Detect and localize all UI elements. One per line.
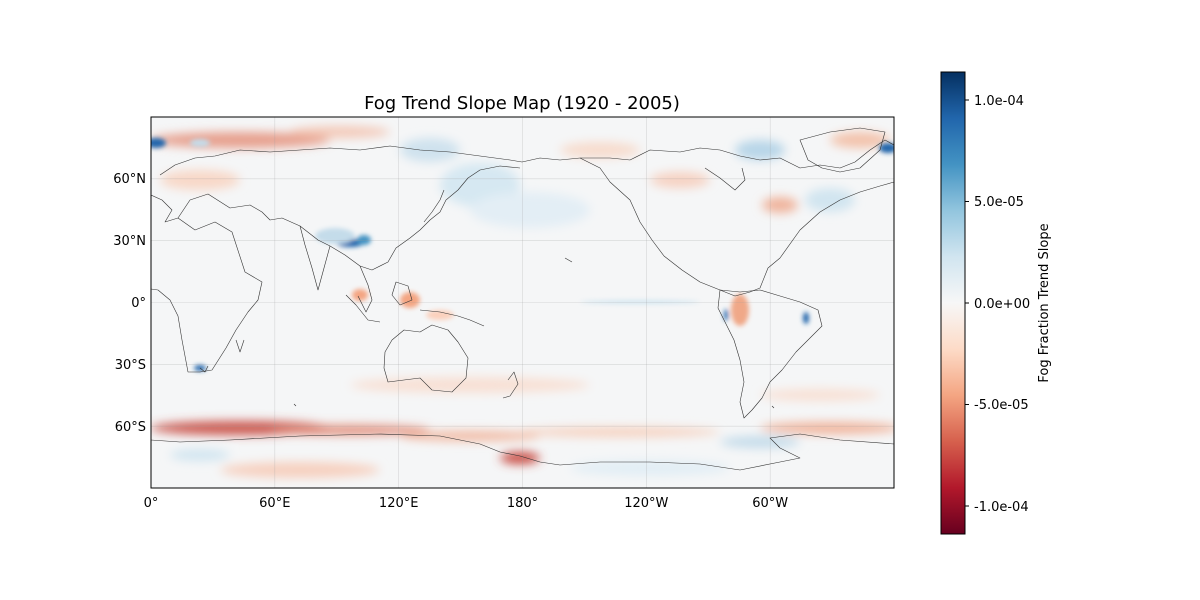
lon-tick-label: 60°W <box>752 496 788 511</box>
colorbar-tick-label: 5.0e-05 <box>974 195 1024 210</box>
lat-tick-label: 30°S <box>115 358 146 373</box>
colorbar-gradient <box>940 71 966 535</box>
lon-tick-label: 120°W <box>624 496 668 511</box>
colorbar-ticks <box>965 99 969 507</box>
latitude-tick-labels: 60°N 30°N 0° 30°S 60°S <box>113 172 146 435</box>
gridlines <box>151 117 894 488</box>
lon-tick-label: 60°E <box>259 496 290 511</box>
trend-field <box>151 117 894 488</box>
lat-tick-label: 30°N <box>113 234 146 249</box>
lat-tick-label: 0° <box>131 296 146 311</box>
longitude-tick-labels: 0° 60°E 120°E 180° 120°W 60°W <box>144 496 789 511</box>
map-title: Fog Trend Slope Map (1920 - 2005) <box>364 93 680 114</box>
coastlines <box>151 127 894 471</box>
lon-tick-label: 120°E <box>379 496 419 511</box>
lon-tick-label: 0° <box>144 496 159 511</box>
lon-tick-label: 180° <box>507 496 538 511</box>
colorbar-tick-label: 1.0e-04 <box>974 94 1024 109</box>
lat-tick-label: 60°S <box>115 420 146 435</box>
colorbar-tick-label: 0.0e+00 <box>974 297 1030 312</box>
colorbar: 1.0e-04 5.0e-05 0.0e+00 -5.0e-05 -1.0e-0… <box>940 71 1052 535</box>
colorbar-tick-label: -1.0e-04 <box>974 500 1029 515</box>
colorbar-label: Fog Fraction Trend Slope <box>1037 223 1052 382</box>
lat-tick-label: 60°N <box>113 172 146 187</box>
colorbar-tick-label: -5.0e-05 <box>974 398 1029 413</box>
map-panel: 60°N 30°N 0° 30°S 60°S 0° 60°E 120°E 180… <box>113 116 895 511</box>
map-frame <box>150 116 895 489</box>
